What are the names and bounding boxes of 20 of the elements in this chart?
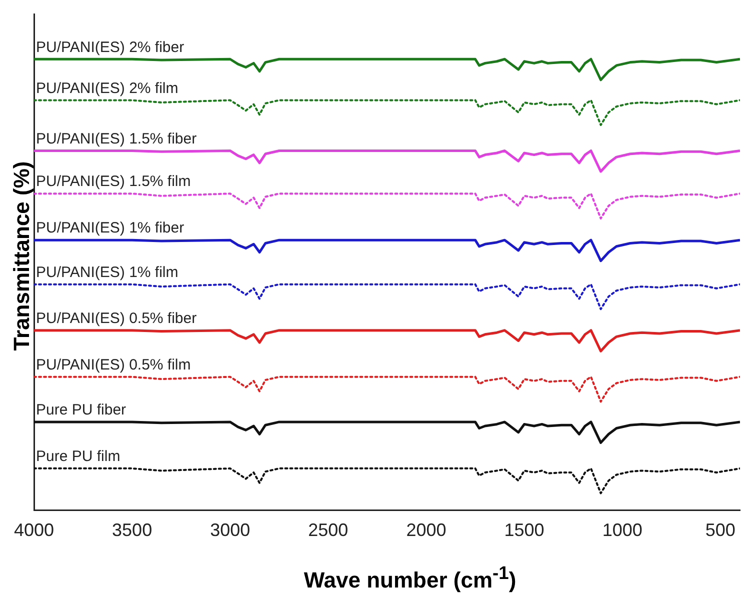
series-label: Pure PU film bbox=[36, 448, 120, 466]
series-label: Pure PU fiber bbox=[36, 402, 126, 419]
x-tick-label: 3500 bbox=[112, 520, 152, 540]
x-tick-label: 1000 bbox=[602, 520, 642, 540]
y-axis-title: Transmittance (%) bbox=[9, 161, 35, 351]
series-label: PU/PANI(ES) 0.5% fiber bbox=[36, 310, 197, 327]
series-label: PU/PANI(ES) 1.5% fiber bbox=[36, 130, 197, 148]
series-label: PU/PANI(ES) 2% fiber bbox=[36, 38, 184, 56]
x-tick-label: 500 bbox=[705, 520, 736, 540]
series-label: PU/PANI(ES) 1.5% film bbox=[36, 173, 191, 190]
x-tick-label: 4000 bbox=[14, 520, 54, 540]
series-label: PU/PANI(ES) 2% film bbox=[36, 80, 178, 97]
x-tick-label: 3000 bbox=[210, 520, 250, 540]
x-tick-label: 1500 bbox=[504, 520, 544, 540]
series-label: PU/PANI(ES) 0.5% film bbox=[36, 356, 191, 374]
x-axis-title: Wave number (cm$^{-1}$) bbox=[304, 562, 516, 594]
series-label: PU/PANI(ES) 1% film bbox=[36, 264, 178, 281]
x-tick-label: 2000 bbox=[406, 520, 446, 540]
series-label: PU/PANI(ES) 1% fiber bbox=[36, 220, 184, 237]
x-tick-label: 2500 bbox=[308, 520, 348, 540]
